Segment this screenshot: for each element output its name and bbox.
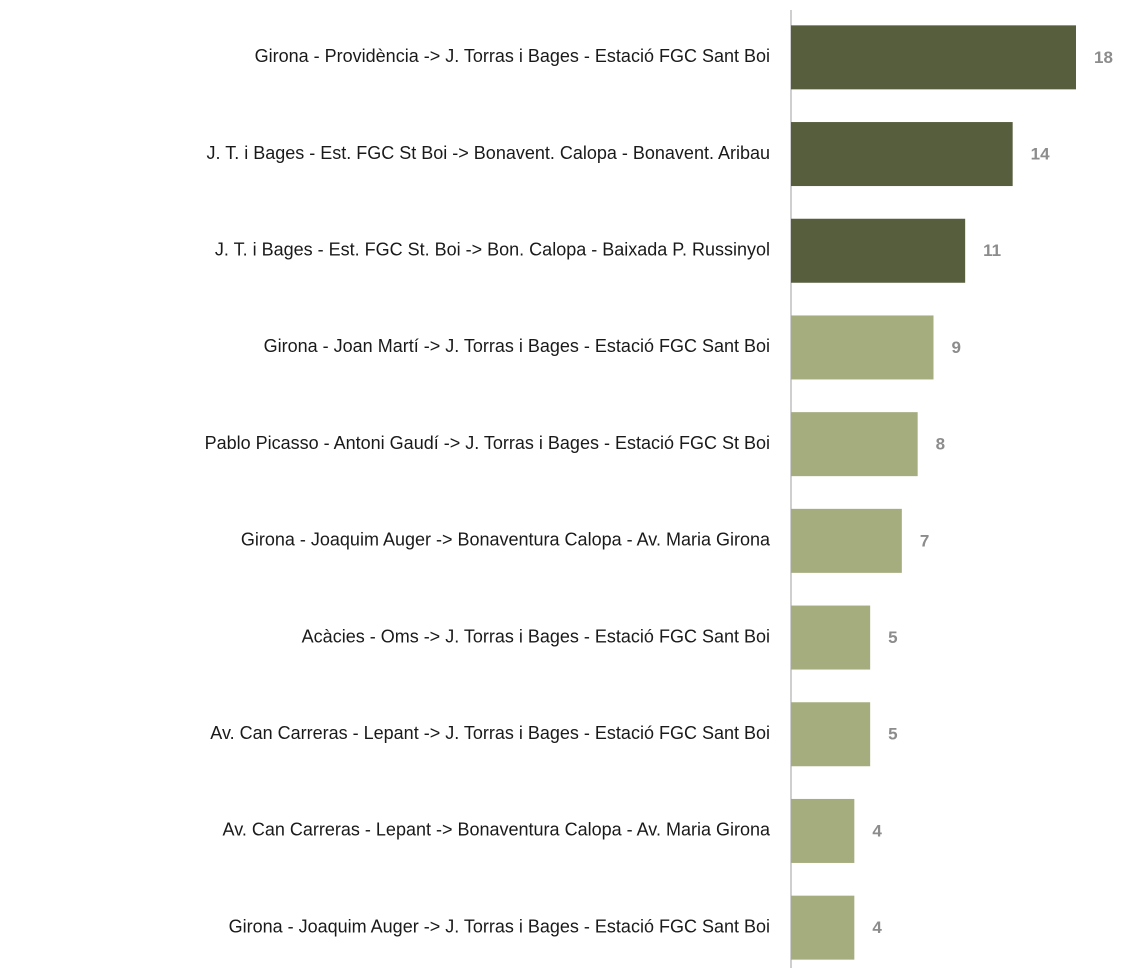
category-label: J. T. i Bages - Est. FGC St. Boi -> Bon.…: [215, 240, 770, 260]
value-label: 5: [888, 628, 897, 647]
bar: [791, 412, 918, 477]
bar: [791, 895, 855, 960]
bar: [791, 315, 934, 380]
value-label: 4: [872, 918, 882, 937]
category-label: Girona - Providència -> J. Torras i Bage…: [255, 46, 770, 66]
bar: [791, 25, 1076, 90]
value-label: 9: [952, 338, 961, 357]
category-label: Girona - Joan Martí -> J. Torras i Bages…: [264, 336, 770, 356]
value-label: 8: [936, 435, 945, 454]
bar: [791, 702, 871, 767]
bar: [791, 218, 966, 283]
bar: [791, 508, 902, 573]
category-label: Av. Can Carreras - Lepant -> J. Torras i…: [210, 723, 770, 743]
value-label: 4: [872, 821, 882, 840]
category-label: Acàcies - Oms -> J. Torras i Bages - Est…: [302, 626, 770, 646]
bar: [791, 122, 1013, 187]
category-label: Girona - Joaquim Auger -> Bonaventura Ca…: [241, 530, 771, 550]
value-label: 7: [920, 531, 929, 550]
category-label: J. T. i Bages - Est. FGC St Boi -> Bonav…: [207, 143, 770, 163]
bar: [791, 798, 855, 863]
category-label: Girona - Joaquim Auger -> J. Torras i Ba…: [229, 916, 770, 936]
category-label: Pablo Picasso - Antoni Gaudí -> J. Torra…: [205, 433, 770, 453]
bar: [791, 605, 871, 670]
value-label: 5: [888, 725, 897, 744]
value-label: 14: [1031, 145, 1050, 164]
value-label: 11: [983, 241, 1001, 260]
category-label: Av. Can Carreras - Lepant -> Bonaventura…: [223, 820, 771, 840]
value-label: 18: [1094, 48, 1113, 67]
